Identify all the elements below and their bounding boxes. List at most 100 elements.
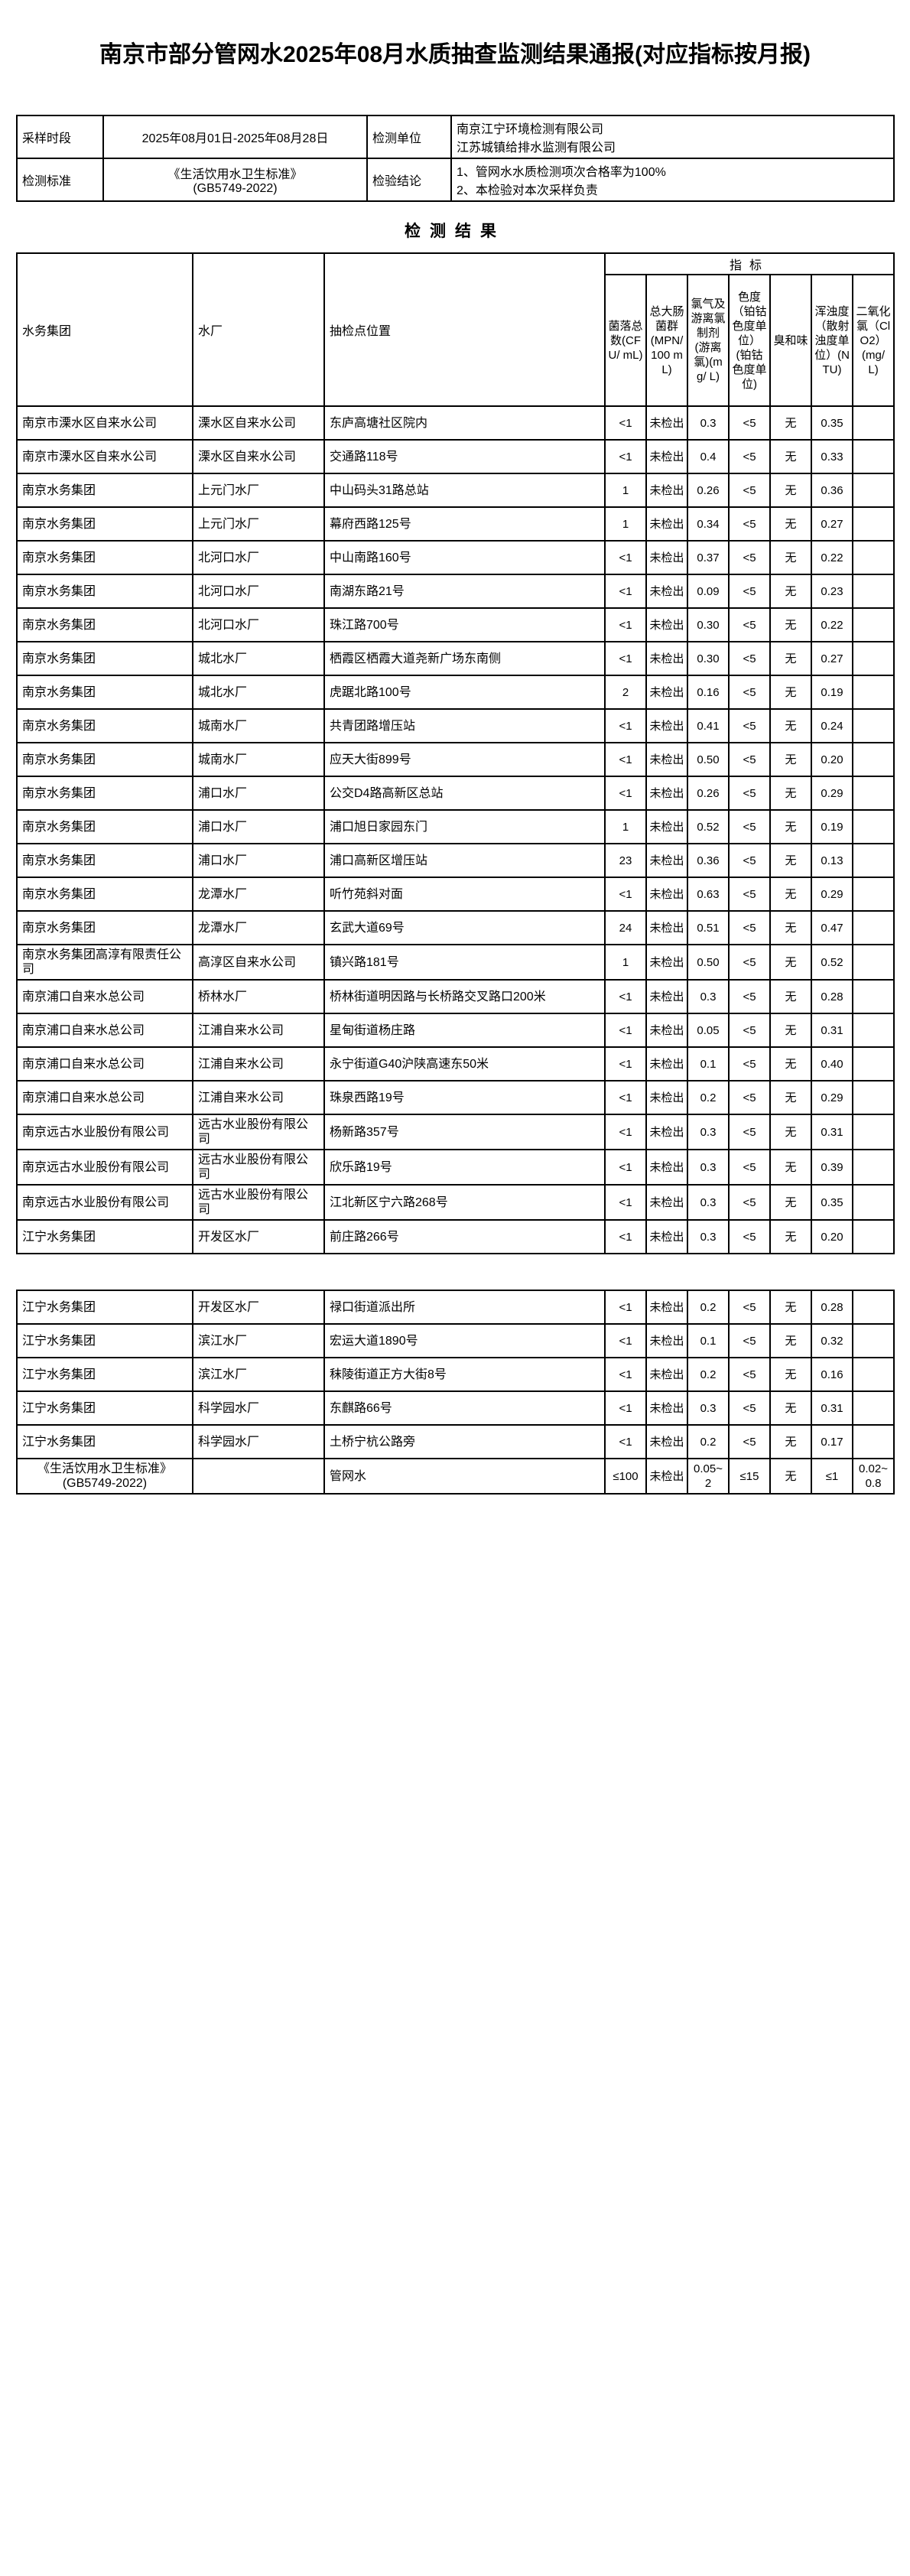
table-row: 南京远古水业股份有限公司 远古水业股份有限公司 欣乐路19号 <1 未检出 0.3 <5 无 0… — [16, 1149, 895, 1186]
value-cell: 0.3 — [687, 1184, 730, 1221]
value-cell — [851, 910, 895, 945]
group-cell: 南京水务集团 — [16, 809, 193, 844]
plant-cell: 北河口水厂 — [192, 574, 325, 609]
group-cell: 江宁水务集团 — [16, 1424, 193, 1459]
group-cell: 南京水务集团 — [16, 641, 193, 676]
table-row: 南京水务集团 北河口水厂 珠江路700号 <1 未检出 0.30 <5 无 0.22 — [16, 607, 895, 642]
value-cell: <1 — [604, 1149, 647, 1186]
value-cell — [851, 843, 895, 878]
value-cell — [851, 809, 895, 844]
location-cell: 秣陵街道正方大街8号 — [323, 1357, 606, 1392]
info-row-2: 检测标准 《生活饮用水卫生标准》 (GB5749-2022) 检验结论 1、管网… — [16, 158, 895, 202]
value-cell: 2 — [604, 675, 647, 710]
value-cell — [851, 506, 895, 542]
location-cell: 东庐高塘社区院内 — [323, 405, 606, 441]
location-cell: 浦口旭日家园东门 — [323, 809, 606, 844]
report-info-table: 采样时段 2025年08月01日-2025年08月28日 检测单位 南京江宁环境… — [16, 115, 895, 202]
value-cell: 无 — [769, 877, 812, 912]
location-cell: 共青团路增压站 — [323, 708, 606, 743]
group-cell: 江宁水务集团 — [16, 1290, 193, 1325]
table-row: 南京水务集团 浦口水厂 公交D4路高新区总站 <1 未检出 0.26 <5 无 0.29 — [16, 776, 895, 811]
plant-cell: 北河口水厂 — [192, 607, 325, 642]
location-cell: 珠江路700号 — [323, 607, 606, 642]
group-cell: 江宁水务集团 — [16, 1323, 193, 1358]
table-row: 南京浦口自来水总公司 桥林水厂 桥林街道明因路与长桥路交叉路口200米 <1 未检出 0.… — [16, 979, 895, 1014]
standard-line-2: (GB5749-2022) — [193, 182, 278, 195]
plant-cell: 浦口水厂 — [192, 843, 325, 878]
value-cell: 0.2 — [687, 1290, 730, 1325]
value-cell: <5 — [728, 1424, 771, 1459]
location-cell: 禄口街道派出所 — [323, 1290, 606, 1325]
value-cell: <5 — [728, 641, 771, 676]
info-row-1: 采样时段 2025年08月01日-2025年08月28日 检测单位 南京江宁环境… — [16, 115, 895, 159]
group-cell: 南京浦口自来水总公司 — [16, 979, 193, 1014]
location-cell: 前庄路266号 — [323, 1219, 606, 1254]
value-cell: 无 — [769, 506, 812, 542]
value-cell — [851, 675, 895, 710]
group-cell: 南京水务集团 — [16, 843, 193, 878]
value-cell — [851, 742, 895, 777]
conclusion-value: 1、管网水水质检测项次合格率为100% 2、本检验对本次采样负责 — [450, 158, 895, 202]
value-cell: 未检出 — [645, 1013, 688, 1048]
value-cell: 0.24 — [811, 708, 853, 743]
location-cell: 桥林街道明因路与长桥路交叉路口200米 — [323, 979, 606, 1014]
value-cell: 0.30 — [687, 641, 730, 676]
value-cell: 0.26 — [687, 473, 730, 508]
value-cell: <1 — [604, 1219, 647, 1254]
testing-unit-line-2: 江苏城镇给排水监测有限公司 — [457, 141, 616, 154]
table-row: 南京水务集团 北河口水厂 中山南路160号 <1 未检出 0.37 <5 无 0.22 — [16, 540, 895, 575]
table-row: 南京远古水业股份有限公司 远古水业股份有限公司 杨新路357号 <1 未检出 0.3 <5 无… — [16, 1114, 895, 1150]
value-cell: <5 — [728, 1390, 771, 1426]
value-cell: 0.3 — [687, 979, 730, 1014]
group-cell: 南京水务集团 — [16, 574, 193, 609]
value-cell: <1 — [604, 1114, 647, 1150]
value-cell: 1 — [604, 944, 647, 981]
value-cell: 0.2 — [687, 1357, 730, 1392]
value-cell: <5 — [728, 405, 771, 441]
value-cell: 0.28 — [811, 979, 853, 1014]
value-cell: 无 — [769, 708, 812, 743]
value-cell: <1 — [604, 776, 647, 811]
value-cell: 无 — [769, 776, 812, 811]
value-cell: <5 — [728, 607, 771, 642]
value-cell — [851, 1149, 895, 1186]
value-cell: <5 — [728, 540, 771, 575]
value-cell: <5 — [728, 1323, 771, 1358]
value-cell: 无 — [769, 473, 812, 508]
value-cell: 23 — [604, 843, 647, 878]
value-cell: 无 — [769, 1219, 812, 1254]
value-cell: <5 — [728, 1357, 771, 1392]
value-cell: <1 — [604, 979, 647, 1014]
value-cell — [852, 1424, 895, 1459]
indicator-col-header: 色度（铂钴色度单位）(铂钴色度单位) — [728, 274, 771, 407]
group-cell: 南京远古水业股份有限公司 — [16, 1184, 193, 1221]
group-cell: 南京水务集团 — [16, 675, 193, 710]
table-row: 南京水务集团 城南水厂 共青团路增压站 <1 未检出 0.41 <5 无 0.24 — [16, 708, 895, 743]
value-cell: 无 — [769, 742, 812, 777]
table-row: 江宁水务集团 开发区水厂 禄口街道派出所 <1 未检出 0.2 <5 无 0.28 — [16, 1290, 895, 1325]
group-cell: 南京浦口自来水总公司 — [16, 1080, 193, 1115]
value-cell: <5 — [728, 944, 771, 981]
value-cell: 0.27 — [811, 641, 853, 676]
plant-cell: 江浦自来水公司 — [192, 1013, 325, 1048]
group-cell: 南京水务集团 — [16, 506, 193, 542]
value-cell: 未检出 — [645, 1390, 688, 1426]
value-cell: <5 — [728, 675, 771, 710]
value-cell — [851, 540, 895, 575]
value-cell — [851, 1184, 895, 1221]
value-cell: <5 — [728, 1080, 771, 1115]
value-cell: 无 — [769, 405, 812, 441]
value-cell: 0.31 — [811, 1390, 853, 1426]
indicator-col-header: 二氧化氯（ClO2）(mg/ L) — [851, 274, 895, 407]
value-cell — [851, 1013, 895, 1048]
value-cell: 0.29 — [811, 776, 853, 811]
value-cell: <1 — [604, 708, 647, 743]
group-cell: 南京水务集团 — [16, 742, 193, 777]
value-cell: <5 — [728, 843, 771, 878]
table-row: 南京水务集团 北河口水厂 南湖东路21号 <1 未检出 0.09 <5 无 0.23 — [16, 574, 895, 609]
value-cell: <5 — [728, 1184, 771, 1221]
value-cell: 0.3 — [687, 1114, 730, 1150]
value-cell: 未检出 — [645, 675, 688, 710]
plant-cell: 城北水厂 — [192, 641, 325, 676]
col-header-location: 抽检点位置 — [323, 252, 606, 407]
